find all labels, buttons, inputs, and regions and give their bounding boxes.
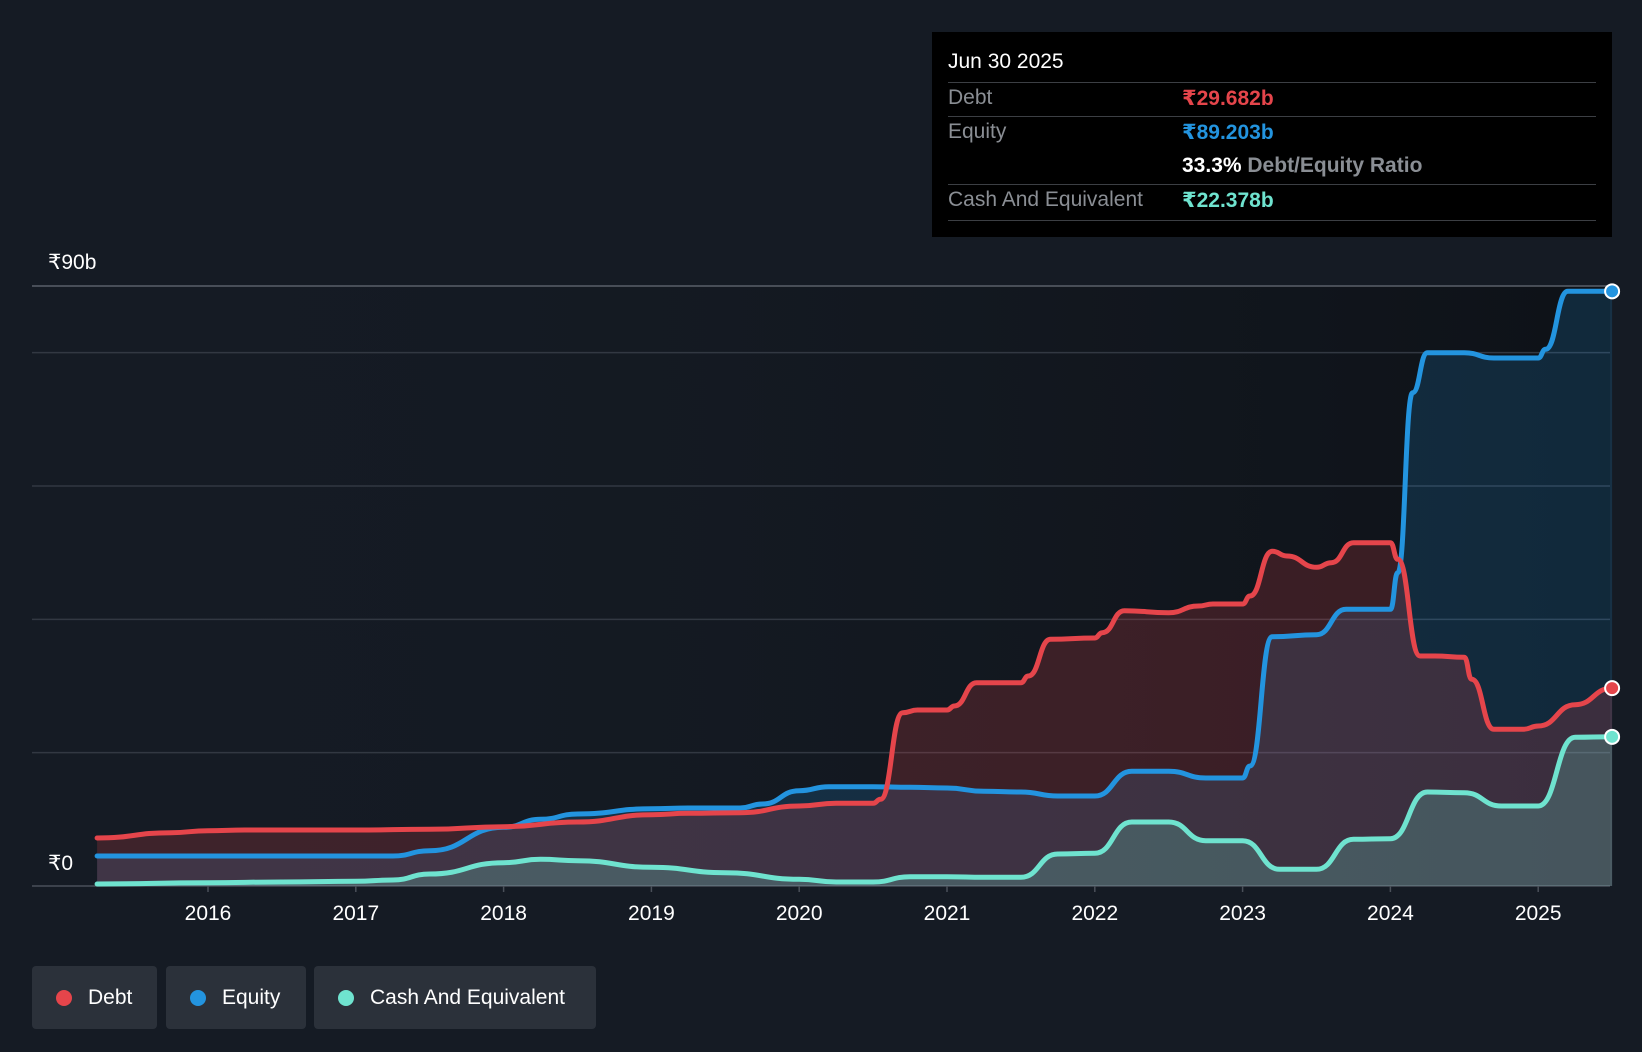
debt-line	[94, 540, 1615, 841]
tooltip-ratio-label: Debt/Equity Ratio	[1247, 154, 1423, 177]
cash-area	[97, 736, 1613, 886]
tooltip-date: Jun 30 2025	[948, 50, 1064, 73]
data-tooltip: Jun 30 2025 Debt ₹29.682b Equity ₹89.203…	[932, 32, 1612, 237]
equity-line	[94, 288, 1615, 859]
y-axis-bottom-label: ₹0	[48, 852, 74, 875]
legend-dot-cash-icon	[338, 989, 354, 1006]
x-tick-label: 2019	[628, 902, 675, 925]
tooltip-debt-label: Debt	[948, 86, 993, 109]
tooltip-divider	[948, 82, 1596, 83]
legend-item-debt[interactable]: Debt	[32, 966, 157, 1029]
legend-item-equity[interactable]: Equity	[166, 966, 306, 1029]
tooltip-divider	[948, 220, 1596, 221]
legend-item-cash[interactable]: Cash And Equivalent	[314, 966, 596, 1029]
x-tick-label: 2024	[1367, 902, 1414, 925]
tooltip-divider	[948, 184, 1596, 185]
tooltip-debt-value: ₹29.682b	[1182, 87, 1274, 110]
x-tick-label: 2017	[332, 902, 379, 925]
tooltip-ratio-value: 33.3%	[1182, 154, 1242, 177]
debt-end-marker[interactable]	[1604, 680, 1621, 697]
x-tick-label: 2022	[1071, 902, 1118, 925]
debt-area	[97, 542, 1613, 886]
tooltip-equity-value: ₹89.203b	[1182, 121, 1274, 144]
tooltip-equity-label: Equity	[948, 120, 1007, 143]
x-tick-label: 2018	[480, 902, 527, 925]
x-tick-label: 2023	[1219, 902, 1266, 925]
tooltip-divider	[948, 116, 1596, 117]
y-axis-top-label: ₹90b	[48, 251, 97, 274]
legend-dot-equity-icon	[190, 989, 206, 1006]
x-tick-label: 2016	[185, 902, 232, 925]
legend-dot-debt-icon	[56, 989, 72, 1006]
legend-label-debt: Debt	[88, 985, 133, 1009]
legend-label-cash: Cash And Equivalent	[370, 985, 565, 1009]
equity-end-marker[interactable]	[1604, 283, 1621, 300]
x-tick-label: 2025	[1515, 902, 1562, 925]
tooltip-ratio: 33.3% Debt/Equity Ratio	[1182, 154, 1422, 178]
x-tick-label: 2021	[924, 902, 971, 925]
x-tick-label: 2020	[776, 902, 823, 925]
legend-label-equity: Equity	[222, 985, 281, 1009]
cash-end-marker[interactable]	[1604, 728, 1621, 745]
tooltip-cash-label: Cash And Equivalent	[948, 188, 1143, 211]
cash-line	[94, 734, 1615, 887]
tooltip-cash-value: ₹22.378b	[1182, 189, 1274, 212]
equity-area	[97, 291, 1613, 886]
